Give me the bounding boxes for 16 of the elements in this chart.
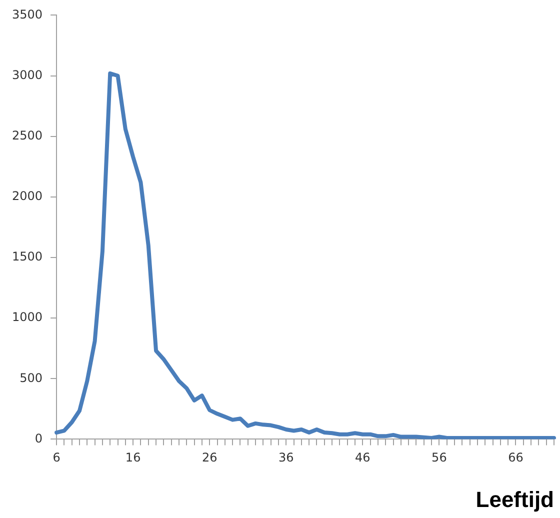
x-axis-title: Leeftijd bbox=[476, 486, 554, 512]
y-tick-label: 2500 bbox=[12, 128, 43, 142]
x-tick-label: 36 bbox=[278, 450, 294, 465]
y-tick-label: 3000 bbox=[12, 68, 43, 82]
y-tick-label: 500 bbox=[20, 370, 43, 385]
y-tick-label: 3500 bbox=[12, 7, 43, 22]
x-tick-label: 46 bbox=[355, 450, 370, 465]
x-tick-label: 56 bbox=[432, 450, 447, 465]
x-tick-label: 6 bbox=[52, 450, 60, 465]
y-tick-label: 2000 bbox=[12, 189, 43, 204]
x-tick-label: 66 bbox=[508, 450, 524, 465]
x-tick-label: 26 bbox=[202, 450, 218, 465]
y-tick-label: 1500 bbox=[12, 250, 43, 264]
y-tick-label: 0 bbox=[34, 431, 43, 446]
y-tick-label: 1000 bbox=[12, 310, 43, 324]
x-tick-label: 16 bbox=[125, 450, 141, 465]
